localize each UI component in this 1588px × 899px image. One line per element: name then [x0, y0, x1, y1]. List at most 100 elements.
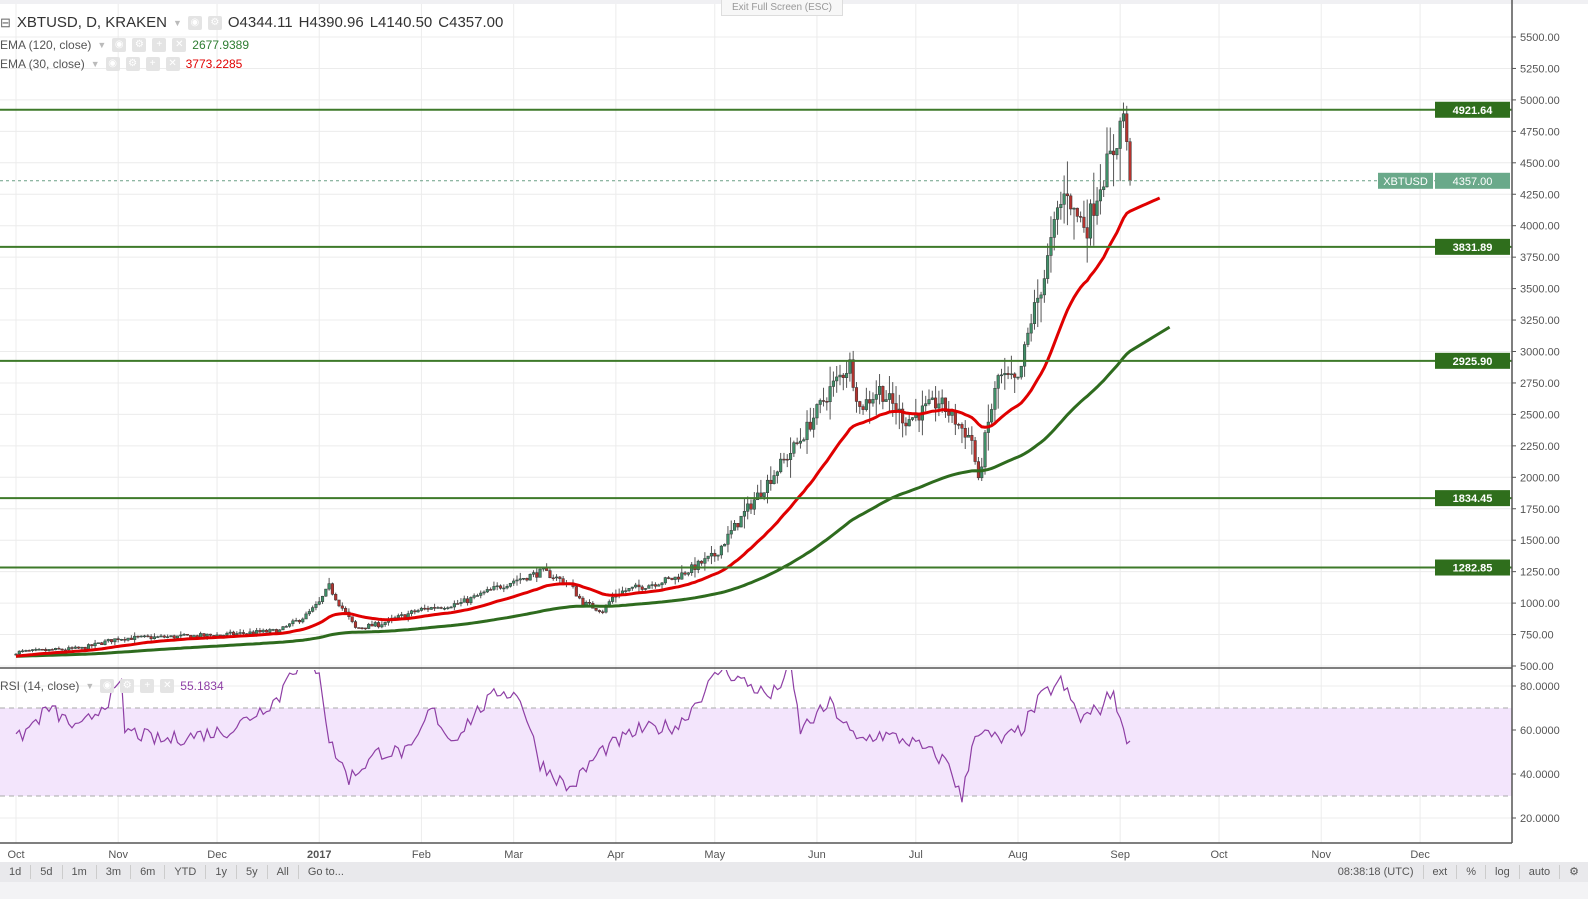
auto-toggle[interactable]: auto — [1518, 865, 1559, 879]
candle-down — [821, 400, 826, 402]
symbol-tag-label: XBTUSD — [1383, 176, 1428, 188]
plus-icon[interactable]: + — [140, 679, 155, 693]
gear-icon[interactable]: ⚙ — [132, 38, 147, 52]
plus-icon[interactable]: + — [152, 38, 167, 52]
symbol-tag — [1378, 172, 1433, 189]
candle-up — [828, 386, 832, 403]
eye-icon[interactable]: ◉ — [112, 38, 127, 52]
log-toggle[interactable]: log — [1485, 865, 1519, 879]
candle-up — [281, 626, 285, 631]
range-1m-button[interactable]: 1m — [63, 865, 97, 879]
chart-canvas[interactable]: 4921.64 3831.89 2925.90 1834.45 1282.85 XBTUS… — [0, 0, 1588, 862]
ema120-label[interactable]: EMA (120, close) — [0, 38, 92, 52]
range-3m-button[interactable]: 3m — [97, 865, 132, 879]
level-price-tag — [1435, 101, 1510, 118]
eye-icon[interactable]: ◉ — [100, 679, 115, 693]
candle-down — [841, 374, 845, 378]
candle-up — [690, 564, 694, 574]
gear-icon[interactable]: ⚙ — [120, 679, 135, 693]
candle-down — [350, 616, 354, 622]
candle-down — [27, 650, 31, 652]
candle-up — [133, 635, 137, 640]
percent-toggle[interactable]: % — [1456, 865, 1485, 879]
price-tick-label: 1500.00 — [1520, 535, 1560, 547]
range-all-button[interactable]: All — [268, 865, 299, 879]
eye-icon[interactable]: ◉ — [105, 57, 120, 71]
range-6m-button[interactable]: 6m — [131, 865, 166, 879]
time-tick-label: 2017 — [307, 849, 331, 861]
chevron-down-icon[interactable]: ▼ — [85, 681, 95, 691]
price-tick-label: 3250.00 — [1520, 315, 1560, 327]
ext-toggle[interactable]: ext — [1422, 865, 1457, 879]
candle-up — [611, 596, 615, 602]
range-ytd-button[interactable]: YTD — [165, 865, 207, 879]
chevron-down-icon[interactable]: ▼ — [90, 59, 100, 69]
candle-up — [166, 636, 170, 638]
rsi-label[interactable]: RSI (14, close) — [0, 679, 80, 693]
candle-up — [848, 359, 852, 374]
candle-down — [963, 428, 967, 438]
candle-up — [983, 432, 987, 468]
candle-down — [83, 646, 87, 650]
close-icon[interactable]: ✕ — [160, 679, 175, 693]
candle-down — [759, 492, 763, 497]
candle-up — [429, 607, 433, 610]
candle-down — [953, 410, 957, 425]
candle-up — [1088, 203, 1093, 239]
candle-down — [795, 442, 799, 444]
eye-icon[interactable]: ◉ — [187, 15, 202, 30]
exit-fullscreen-button[interactable]: Exit Full Screen (ESC) — [721, 0, 843, 16]
candle-up — [1062, 193, 1066, 205]
rsi-tick-label: 20.0000 — [1520, 813, 1560, 825]
candle-up — [1036, 297, 1040, 303]
price-tick-label: 5000.00 — [1520, 95, 1560, 107]
level-price-label: 3831.89 — [1453, 242, 1493, 254]
collapse-icon[interactable]: ⊟ — [0, 14, 11, 30]
candle-up — [673, 576, 677, 580]
range-5d-button[interactable]: 5d — [31, 865, 63, 879]
candle-down — [1082, 216, 1086, 228]
range-5y-button[interactable]: 5y — [237, 865, 268, 879]
close-icon[interactable]: ✕ — [172, 38, 187, 52]
candle-down — [700, 560, 704, 564]
goto-button[interactable]: Go to... — [307, 866, 344, 878]
plus-icon[interactable]: + — [145, 57, 160, 71]
candle-down — [891, 393, 895, 404]
candle-up — [294, 620, 298, 622]
candle-up — [1105, 153, 1109, 188]
chevron-down-icon[interactable]: ▼ — [97, 40, 107, 50]
candle-down — [943, 397, 948, 413]
candle-up — [660, 582, 664, 586]
candle-up — [627, 588, 631, 591]
candle-up — [792, 442, 796, 454]
candle-up — [874, 394, 878, 400]
rsi-tick-label: 60.0000 — [1520, 725, 1560, 737]
symbol-title[interactable]: XBTUSD, D, KRAKEN — [16, 14, 167, 31]
price-tick-label: 1000.00 — [1520, 598, 1560, 610]
candle-up — [634, 584, 638, 588]
gear-icon[interactable]: ⚙ — [125, 57, 140, 71]
candle-down — [60, 648, 64, 651]
chevron-down-icon[interactable]: ▼ — [172, 17, 182, 28]
utc-clock[interactable]: 08:38:18 (UTC) — [1337, 866, 1414, 878]
candle-up — [1118, 120, 1122, 149]
range-1d-button[interactable]: 1d — [0, 865, 32, 879]
candle-up — [732, 523, 737, 531]
price-tick-label: 4750.00 — [1520, 126, 1560, 138]
settings-gear-icon[interactable]: ⚙ — [1559, 865, 1588, 879]
candle-down — [1069, 195, 1073, 210]
candle-down — [578, 595, 582, 599]
candle-up — [999, 374, 1004, 377]
close-icon[interactable]: ✕ — [165, 57, 180, 71]
price-tick-label: 3750.00 — [1520, 252, 1560, 264]
gear-icon[interactable]: ⚙ — [207, 15, 222, 30]
ema30-label[interactable]: EMA (30, close) — [0, 57, 85, 71]
candle-down — [808, 421, 812, 430]
candle-up — [1115, 148, 1119, 156]
time-tick-label: Nov — [108, 849, 128, 861]
price-tick-label: 2750.00 — [1520, 378, 1560, 390]
candle-down — [782, 458, 786, 461]
candle-up — [449, 606, 453, 609]
range-1y-button[interactable]: 1y — [206, 865, 237, 879]
candle-up — [779, 458, 783, 473]
